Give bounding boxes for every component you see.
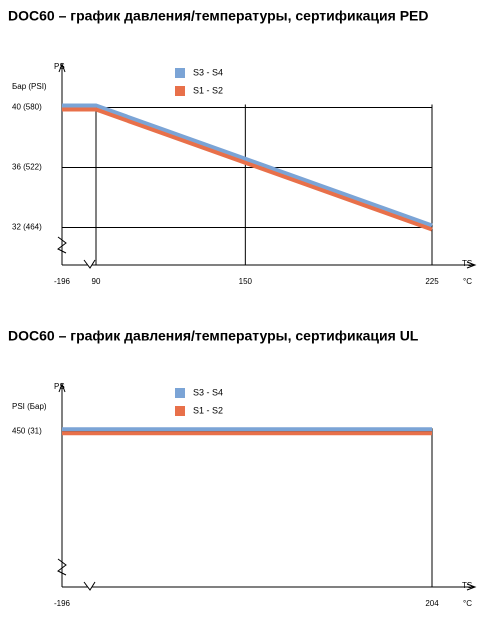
legend-swatch: [175, 86, 185, 96]
y-tick-label: 450 (31): [12, 426, 42, 435]
x-tick-label: 90: [92, 277, 101, 286]
axis-break: [83, 581, 96, 591]
x-tick-label: 225: [425, 277, 439, 286]
x-tick-label: -196: [54, 599, 71, 608]
y-axis-label: PS: [54, 62, 65, 71]
y-tick-label: 40 (580): [12, 103, 42, 112]
y-axis-unit: Бар (PSI): [12, 82, 47, 91]
legend-label: S1 - S2: [193, 85, 223, 95]
axis-break: [83, 259, 96, 269]
legend-swatch: [175, 388, 185, 398]
axis-break: [57, 236, 67, 254]
x-axis-unit: °C: [463, 277, 472, 286]
legend-label: S1 - S2: [193, 405, 223, 415]
x-axis-arrow: [466, 261, 477, 269]
chart-title: DOC60 – график давления/температуры, сер…: [8, 328, 419, 344]
x-axis-label: TS: [462, 581, 472, 590]
y-tick-label: 32 (464): [12, 223, 42, 232]
y-axis-arrow: [58, 62, 66, 73]
y-axis-arrow: [58, 382, 66, 393]
legend-label: S3 - S4: [193, 67, 223, 77]
legend-label: S3 - S4: [193, 387, 223, 397]
legend-swatch: [175, 68, 185, 78]
x-axis-label: TS: [462, 259, 472, 268]
axis-break: [57, 558, 67, 576]
y-axis-label: PS: [54, 382, 65, 391]
series-line: [62, 103, 433, 228]
x-axis-unit: °C: [463, 599, 472, 608]
legend-swatch: [175, 406, 185, 416]
x-axis-arrow: [466, 583, 477, 591]
x-tick-label: -196: [54, 277, 71, 286]
y-axis-unit: PSI (Бар): [12, 402, 47, 411]
y-tick-label: 36 (522): [12, 163, 42, 172]
chart-title: DOC60 – график давления/температуры, сер…: [8, 8, 428, 24]
x-tick-label: 204: [425, 599, 439, 608]
series-line: [62, 107, 433, 232]
x-tick-label: 150: [239, 277, 253, 286]
